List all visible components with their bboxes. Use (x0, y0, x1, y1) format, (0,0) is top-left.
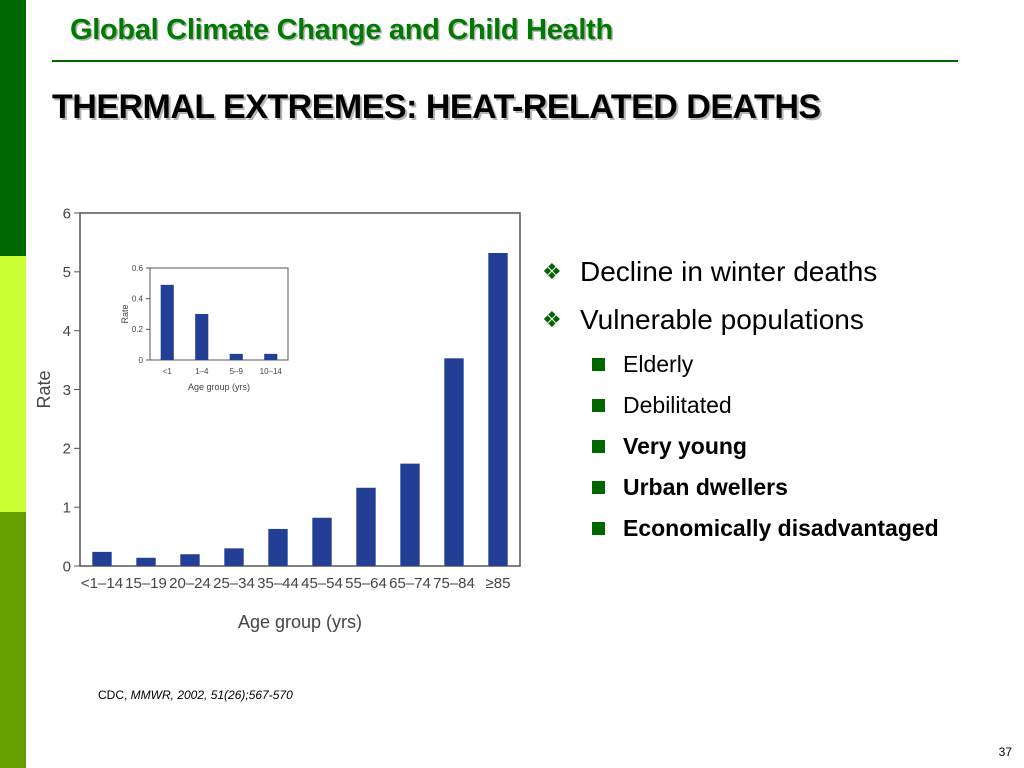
diamond-bullet-icon: ❖ (542, 259, 562, 284)
main-chart-bar (136, 557, 156, 566)
main-chart-bar (356, 487, 376, 566)
main-chart-x-tick-label: 25–34 (213, 575, 255, 592)
inset-chart-bar (264, 353, 278, 360)
sub-bullet-item: Urban dwellers (540, 467, 1020, 508)
header-divider (52, 60, 958, 62)
square-bullet-icon (592, 440, 605, 453)
citation-source: MMWR, 2002, 51(26);567-570 (130, 688, 293, 702)
inset-chart-bar (195, 314, 209, 360)
main-chart-bar (444, 358, 464, 566)
bullet-list: ❖ Decline in winter deaths ❖ Vulnerable … (540, 248, 1020, 549)
header-title: Global Climate Change and Child Health (70, 14, 613, 46)
bullet-text: Vulnerable populations (580, 304, 864, 335)
square-bullet-icon (592, 522, 605, 535)
inset-chart-x-axis-label: Age group (yrs) (188, 382, 250, 392)
main-chart-x-tick-label: 55–64 (345, 575, 387, 592)
sub-bullet-text: Economically disadvantaged (623, 515, 939, 541)
square-bullet-icon (592, 358, 605, 371)
main-chart-bar (268, 528, 288, 566)
inset-chart-y-tick-label: 0.4 (132, 294, 144, 303)
bullet-item: ❖ Vulnerable populations (540, 296, 1020, 344)
main-chart-bar (224, 548, 244, 566)
main-chart-x-tick-label: 15–19 (125, 575, 167, 592)
main-chart-x-axis-label: Age group (yrs) (238, 612, 362, 632)
inset-chart-x-tick-label: 1–4 (195, 367, 209, 376)
inset-chart-y-tick-label: 0.6 (132, 264, 144, 273)
square-bullet-icon (592, 399, 605, 412)
main-chart-x-tick-label: 65–74 (389, 575, 431, 592)
sub-bullet-item: Economically disadvantaged (540, 508, 1020, 549)
square-bullet-icon (592, 481, 605, 494)
bullet-text: Decline in winter deaths (580, 256, 878, 287)
main-chart-y-axis-label: Rate (34, 370, 54, 408)
main-chart-y-tick-label: 6 (63, 205, 71, 222)
sub-bullet-text: Very young (623, 433, 747, 459)
inset-chart-bar (160, 284, 174, 360)
inset-chart-y-axis-label: Rate (120, 304, 130, 323)
side-bar-dark-green (0, 0, 26, 256)
main-chart-bar (312, 517, 332, 566)
heat-deaths-chart: 0 1 2 3 4 5 6 <1–14 15–19 20–24 25–34 35–44 45–54 55–… (30, 190, 530, 670)
diamond-bullet-icon: ❖ (542, 307, 562, 332)
main-chart-x-tick-label: <1–14 (81, 575, 123, 592)
citation-prefix: CDC, (98, 688, 131, 702)
page-number: 37 (998, 745, 1012, 759)
main-chart-y-tick-label: 3 (63, 382, 71, 399)
main-chart-x-tick-label: 35–44 (257, 575, 299, 592)
citation: CDC, MMWR, 2002, 51(26);567-570 (98, 688, 293, 702)
main-chart-y-tick-label: 2 (63, 441, 71, 458)
inset-chart-x-tick-label: 10–14 (260, 367, 283, 376)
inset-chart-bar (229, 353, 243, 360)
sub-bullet-text: Elderly (623, 351, 694, 377)
sub-bullet-item: Elderly (540, 344, 1020, 385)
side-bar-mid-green (0, 512, 26, 768)
main-chart-x-tick-label: 20–24 (169, 575, 211, 592)
sub-bullet-text: Debilitated (623, 392, 732, 418)
main-chart-y-tick-label: 0 (63, 558, 71, 575)
main-chart-bar (400, 463, 420, 566)
main-chart-bar (92, 551, 112, 566)
main-chart-y-tick-label: 5 (63, 264, 71, 281)
inset-chart-y-tick-label: 0.2 (132, 325, 144, 334)
sub-bullet-text: Urban dwellers (623, 474, 788, 500)
main-chart-x-tick-label: ≥85 (486, 575, 511, 592)
sub-bullet-item: Debilitated (540, 385, 1020, 426)
inset-chart-x-tick-label: 5–9 (230, 367, 244, 376)
inset-chart-x-tick-label: <1 (163, 367, 173, 376)
main-chart-bar (488, 253, 508, 567)
main-chart-y-tick-label: 4 (63, 323, 71, 340)
main-chart-x-tick-label: 45–54 (301, 575, 343, 592)
slide-title: THERMAL EXTREMES: HEAT-RELATED DEATHS (52, 88, 821, 126)
bullet-item: ❖ Decline in winter deaths (540, 248, 1020, 296)
sub-bullet-item: Very young (540, 426, 1020, 467)
main-chart-x-tick-label: 75–84 (433, 575, 475, 592)
inset-chart-y-tick-label: 0 (139, 356, 144, 365)
inset-chart-plot-frame (149, 267, 289, 361)
main-chart-bar (180, 554, 200, 566)
side-bar-lime (0, 256, 26, 512)
chart-svg: 0 1 2 3 4 5 6 <1–14 15–19 20–24 25–34 35–44 45–54 55–… (34, 205, 521, 632)
main-chart-y-tick-label: 1 (63, 499, 71, 516)
